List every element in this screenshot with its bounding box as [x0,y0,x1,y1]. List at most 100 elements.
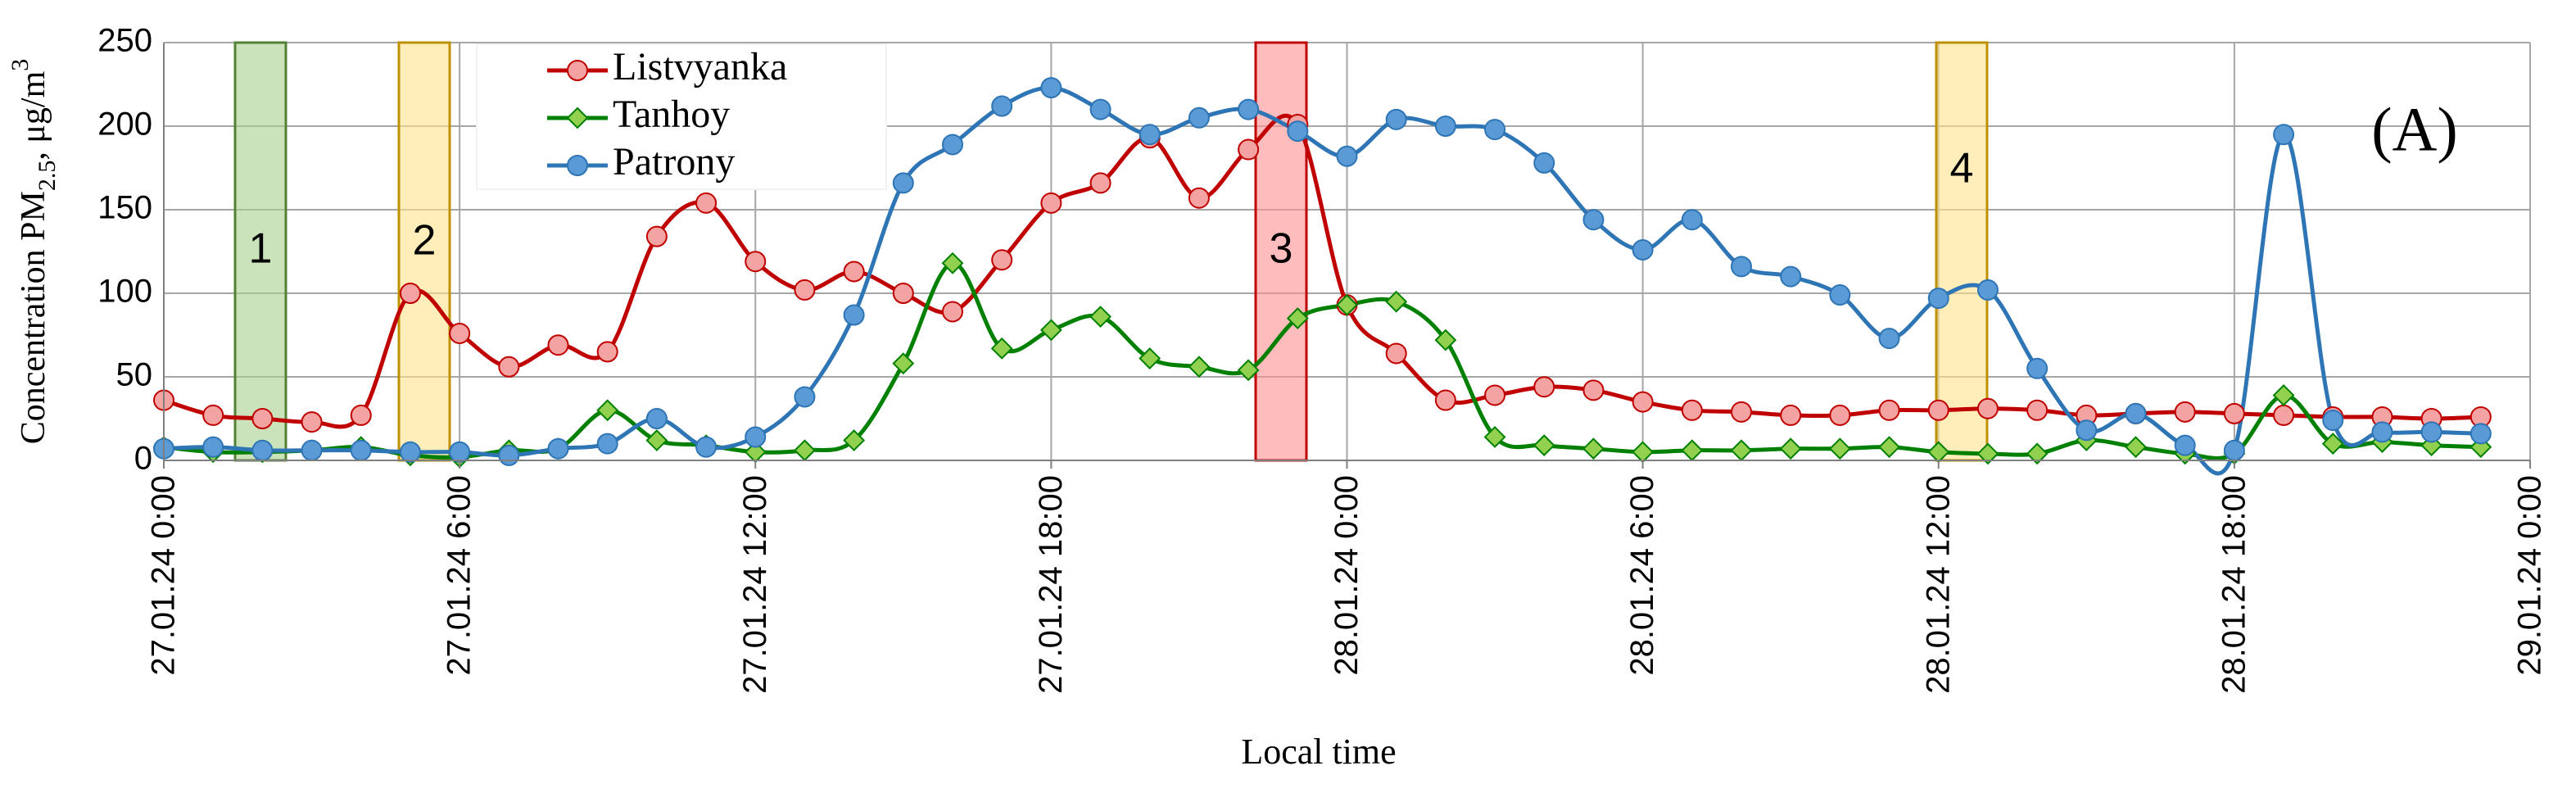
data-point [1976,397,1999,419]
data-point [1632,441,1655,464]
y-tick-label: 50 [116,357,153,393]
data-point [1829,284,1851,306]
x-axis-title: Local time [1241,732,1396,772]
y-tick-label: 100 [97,274,152,310]
data-point [1089,172,1111,194]
data-point [2076,419,2098,442]
annotation-label: 2 [413,217,437,265]
data-point [2272,384,2295,406]
data-point [202,436,224,458]
data-point [1582,379,1605,401]
data-point [1188,187,1210,209]
data-point [1582,209,1605,231]
data-point [794,386,816,408]
data-point [498,356,520,378]
data-point [1286,307,1309,330]
data-point [1780,404,1802,426]
legend-label: Patrony [613,140,735,184]
legend-label: Listvyanka [613,45,787,88]
y-title-main: Concentration PM [15,191,52,444]
data-point [449,441,471,463]
data-point [1780,265,1802,288]
data-point [449,322,471,344]
data-point [645,225,668,247]
data-point [645,408,668,429]
legend-label: Tanhoy [613,93,730,136]
series [152,77,2492,476]
data-point [991,95,1013,117]
data-point [941,251,964,274]
data-point [1532,434,1555,457]
panel-label: (A) [2371,95,2458,164]
data-point [1434,389,1456,411]
legend-marker [566,106,589,129]
data-point [1731,401,1752,423]
data-point [1533,376,1555,398]
data-point [1040,192,1062,214]
x-tick-label: 28.01.24 18:00 [2216,475,2252,694]
highlight-window [1935,41,1989,462]
data-point [892,283,914,304]
annotation-label: 3 [1270,225,1293,273]
data-point [1188,356,1211,378]
data-point [547,334,569,356]
legend-marker [567,60,588,81]
data-point [1238,138,1260,161]
data-point [2223,439,2245,461]
data-point [745,251,767,273]
data-point [1681,399,1703,421]
data-point [1533,152,1555,174]
data-point [1385,108,1407,130]
data-point [2470,423,2492,445]
data-point [1632,238,1654,261]
data-point [843,304,865,326]
data-point [991,249,1013,271]
data-point [547,437,569,460]
legend-marker [567,155,588,176]
data-point [202,404,224,426]
data-point [350,439,372,461]
data-point [2371,421,2393,443]
data-point [1582,437,1605,460]
data-point [1976,442,1999,465]
data-point [1731,256,1752,278]
data-point [794,279,816,301]
data-point [251,439,274,461]
data-point [942,301,963,323]
data-point [1878,436,1900,459]
annotation-label: 4 [1950,145,1974,193]
data-point [1828,437,1851,460]
x-tick-label: 27.01.24 0:00 [146,475,182,676]
data-point [251,408,274,429]
axes: 0 50 100 150 200 250 27.01.24 0:00 27.01.24 6:0… [97,23,2547,694]
data-point [596,399,619,422]
data-point [2026,399,2049,421]
data-point [892,352,915,375]
data-point [596,433,618,455]
data-point [301,439,323,461]
data-point [1976,279,1999,301]
data-point [1336,145,1358,167]
y-title-sub: 2.5 [34,161,61,192]
data-point [498,444,520,466]
data-point [1681,209,1703,231]
data-point [2026,357,2049,379]
y-tick-label: 0 [134,441,152,477]
data-point [1139,124,1161,146]
data-point [1139,347,1161,369]
data-point [1089,98,1111,120]
data-point [2174,401,2196,423]
data-point [1040,77,1062,99]
data-point [2125,436,2147,459]
data-point [1927,399,1949,421]
data-point [1779,437,1802,460]
highlight-window [397,41,451,462]
data-point [1238,98,1260,120]
x-tick-label: 28.01.24 0:00 [1329,475,1365,676]
data-point [843,261,865,283]
data-point [843,429,866,451]
data-point [1089,306,1111,328]
data-point [2322,410,2344,432]
data-point [1385,290,1408,313]
data-point [399,283,421,304]
